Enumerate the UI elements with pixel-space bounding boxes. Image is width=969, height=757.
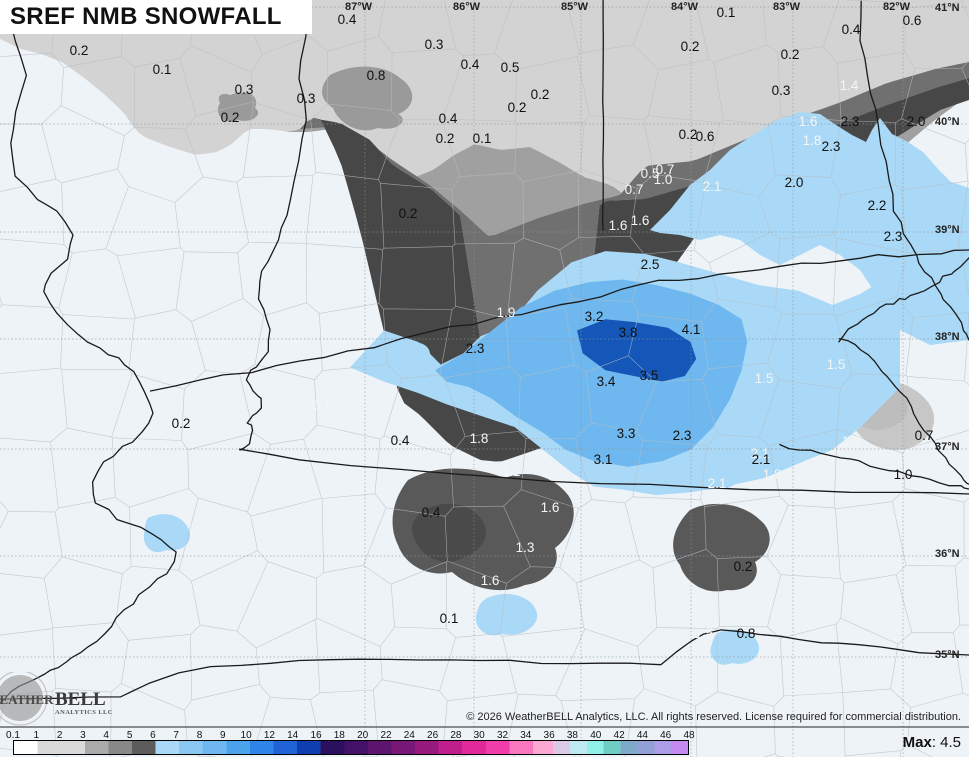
svg-text:1.5: 1.5 bbox=[827, 357, 846, 372]
svg-text:1.3: 1.3 bbox=[516, 540, 535, 555]
svg-text:2.3: 2.3 bbox=[466, 341, 485, 356]
svg-text:1.5: 1.5 bbox=[755, 371, 774, 386]
svg-text:0.2: 0.2 bbox=[399, 206, 418, 221]
svg-text:WEATHER: WEATHER bbox=[0, 692, 54, 707]
svg-text:0.4: 0.4 bbox=[439, 111, 458, 126]
svg-text:0.1: 0.1 bbox=[153, 62, 172, 77]
svg-text:1.6: 1.6 bbox=[631, 213, 650, 228]
svg-text:1.6: 1.6 bbox=[799, 114, 818, 129]
svg-text:0.8: 0.8 bbox=[367, 68, 386, 83]
svg-text:1.7: 1.7 bbox=[563, 547, 582, 562]
svg-text:BELL: BELL bbox=[55, 689, 106, 710]
svg-text:0.1: 0.1 bbox=[717, 5, 736, 20]
svg-text:1.3: 1.3 bbox=[842, 434, 861, 449]
svg-text:1.6: 1.6 bbox=[609, 218, 628, 233]
svg-text:1.8: 1.8 bbox=[803, 133, 822, 148]
svg-text:2.3: 2.3 bbox=[822, 139, 841, 154]
svg-text:0.2: 0.2 bbox=[436, 131, 455, 146]
svg-text:1.0: 1.0 bbox=[894, 467, 913, 482]
svg-text:1.1: 1.1 bbox=[502, 464, 521, 479]
svg-text:ANALYTICS LLC: ANALYTICS LLC bbox=[55, 709, 113, 716]
svg-text:0.3: 0.3 bbox=[235, 82, 254, 97]
svg-text:3.2: 3.2 bbox=[585, 309, 604, 324]
svg-text:1.9: 1.9 bbox=[497, 305, 516, 320]
svg-text:0.2: 0.2 bbox=[508, 100, 527, 115]
svg-text:1.0: 1.0 bbox=[654, 172, 673, 187]
svg-text:3.5: 3.5 bbox=[640, 368, 659, 383]
svg-text:0.2: 0.2 bbox=[681, 39, 700, 54]
svg-text:2.0: 2.0 bbox=[785, 175, 804, 190]
svg-text:0.4: 0.4 bbox=[338, 12, 357, 27]
svg-text:1.8: 1.8 bbox=[763, 467, 782, 482]
svg-text:0.4: 0.4 bbox=[422, 505, 441, 520]
svg-text:2.3: 2.3 bbox=[673, 428, 692, 443]
svg-text:0.1: 0.1 bbox=[440, 611, 459, 626]
svg-text:0.2: 0.2 bbox=[679, 127, 698, 142]
svg-text:0.7: 0.7 bbox=[915, 428, 934, 443]
svg-text:2.5: 2.5 bbox=[641, 257, 660, 272]
svg-text:0.2: 0.2 bbox=[734, 559, 753, 574]
svg-text:0.2: 0.2 bbox=[172, 416, 191, 431]
svg-text:3.3: 3.3 bbox=[617, 426, 636, 441]
svg-text:1.5: 1.5 bbox=[695, 626, 714, 641]
svg-text:0.3: 0.3 bbox=[772, 83, 791, 98]
svg-text:0.6: 0.6 bbox=[314, 398, 333, 413]
svg-text:3.1: 3.1 bbox=[594, 452, 613, 467]
svg-text:3.4: 3.4 bbox=[597, 374, 616, 389]
svg-text:0.3: 0.3 bbox=[297, 91, 316, 106]
svg-text:0.4: 0.4 bbox=[391, 433, 410, 448]
svg-text:0.2: 0.2 bbox=[70, 43, 89, 58]
svg-text:2.3: 2.3 bbox=[884, 229, 903, 244]
svg-text:0.5: 0.5 bbox=[501, 60, 520, 75]
svg-text:0.2: 0.2 bbox=[531, 87, 550, 102]
svg-text:1.6: 1.6 bbox=[541, 500, 560, 515]
svg-text:0.4: 0.4 bbox=[461, 57, 480, 72]
svg-text:0.6: 0.6 bbox=[696, 129, 715, 144]
svg-text:1.2: 1.2 bbox=[754, 600, 773, 615]
svg-text:3.8: 3.8 bbox=[619, 325, 638, 340]
svg-text:0.2: 0.2 bbox=[781, 47, 800, 62]
svg-text:1.8: 1.8 bbox=[470, 431, 489, 446]
svg-text:2.1: 2.1 bbox=[703, 179, 722, 194]
svg-text:2.1: 2.1 bbox=[752, 452, 771, 467]
svg-text:0.3: 0.3 bbox=[425, 37, 444, 52]
svg-text:0.1: 0.1 bbox=[473, 131, 492, 146]
svg-text:0.6: 0.6 bbox=[903, 13, 922, 28]
svg-text:0.4: 0.4 bbox=[842, 22, 861, 37]
svg-text:2.0: 2.0 bbox=[907, 114, 926, 129]
svg-text:1.4: 1.4 bbox=[840, 78, 859, 93]
svg-text:2.1: 2.1 bbox=[708, 476, 727, 491]
svg-text:2.3: 2.3 bbox=[841, 114, 860, 129]
svg-text:4.1: 4.1 bbox=[682, 322, 701, 337]
svg-text:1.6: 1.6 bbox=[481, 573, 500, 588]
svg-text:0.7: 0.7 bbox=[625, 182, 644, 197]
svg-text:2.2: 2.2 bbox=[868, 198, 887, 213]
svg-text:0.2: 0.2 bbox=[221, 110, 240, 125]
svg-text:0.8: 0.8 bbox=[737, 626, 756, 641]
